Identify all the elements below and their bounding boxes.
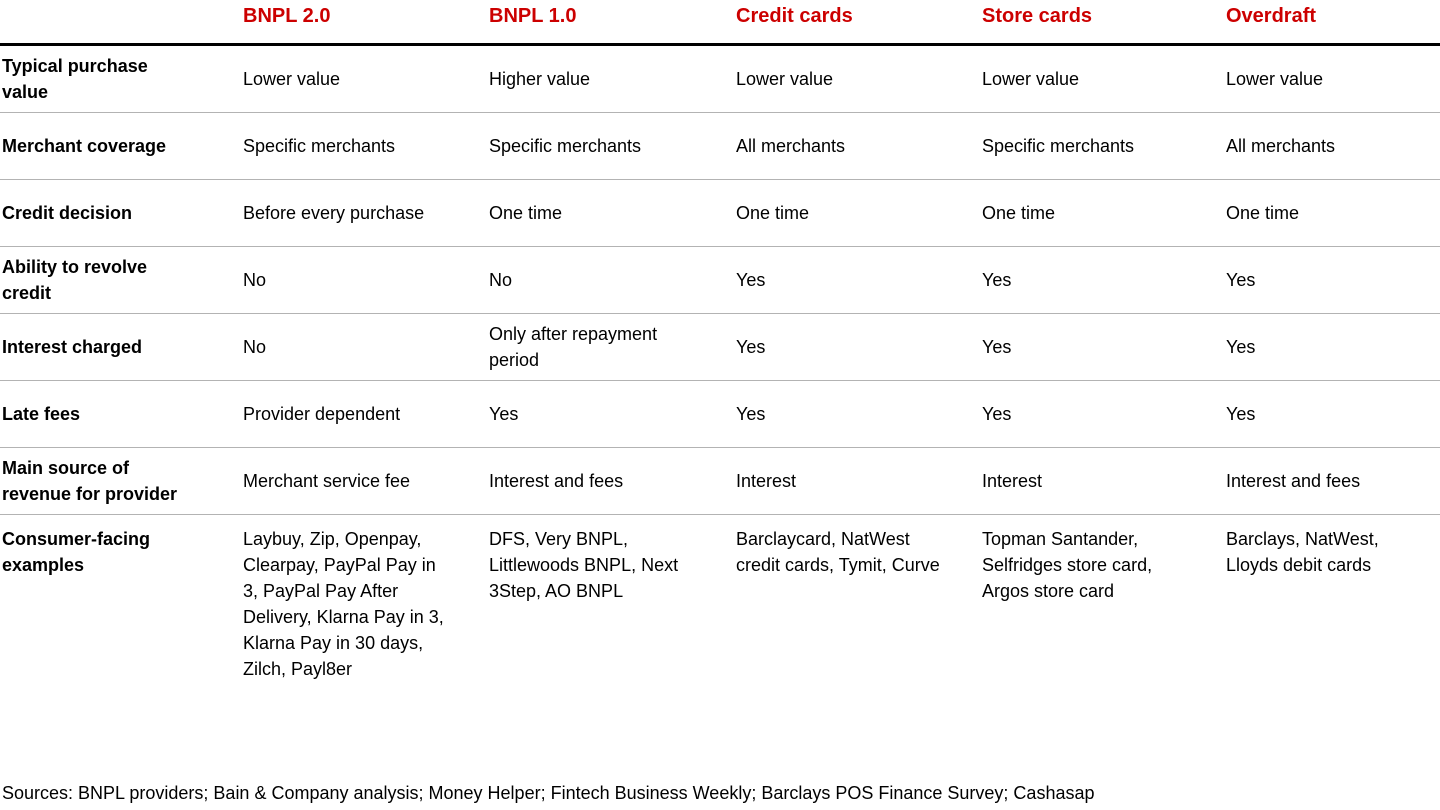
table-row-ability-to-revolve-credit: Ability to revolve credit No No Yes Yes …: [0, 246, 1440, 314]
table-row-late-fees: Late fees Provider dependent Yes Yes Yes…: [0, 380, 1440, 448]
cell: Specific merchants: [243, 112, 489, 180]
table-row-interest-charged: Interest charged No Only after repayment…: [0, 313, 1440, 381]
cell: Yes: [736, 313, 982, 381]
table-header-row: BNPL 2.0 BNPL 1.0 Credit cards Store car…: [0, 0, 1440, 46]
column-header-overdraft: Overdraft: [1226, 0, 1440, 46]
cell: Yes: [982, 380, 1226, 448]
cell: Interest: [982, 447, 1226, 515]
cell: One time: [736, 179, 982, 247]
cell: Interest and fees: [489, 447, 736, 515]
cell: Yes: [982, 246, 1226, 314]
cell: One time: [489, 179, 736, 247]
cell: Yes: [1226, 380, 1440, 448]
sources-line: Sources: BNPL providers; Bain & Company …: [2, 783, 1095, 803]
column-header-store-cards: Store cards: [982, 0, 1226, 46]
cell: Higher value: [489, 44, 736, 113]
row-label: Interest charged: [0, 313, 243, 381]
row-label: Merchant coverage: [0, 112, 243, 180]
column-header-credit-cards: Credit cards: [736, 0, 982, 46]
cell: Barclays, NatWest, Lloyds debit cards: [1226, 529, 1379, 575]
cell: Only after repayment period: [489, 313, 736, 381]
row-label: Consumer-facing examples: [2, 529, 151, 575]
cell: Before every purchase: [243, 179, 489, 247]
cell: Yes: [1226, 313, 1440, 381]
table-row-typical-purchase-value: Typical purchase value Lower value Highe…: [0, 44, 1440, 113]
cell: Merchant service fee: [243, 447, 489, 515]
table-row-main-source-of-revenue: Main source of revenue for provider Merc…: [0, 447, 1440, 515]
cell: One time: [982, 179, 1226, 247]
cell: Yes: [1226, 246, 1440, 314]
table-row-credit-decision: Credit decision Before every purchase On…: [0, 179, 1440, 247]
cell: Yes: [736, 246, 982, 314]
cell: Laybuy, Zip, Openpay, Clearpay, PayPal P…: [243, 529, 444, 679]
cell: Lower value: [1226, 44, 1440, 113]
cell: No: [489, 246, 736, 314]
cell: Provider dependent: [243, 380, 489, 448]
cell: DFS, Very BNPL, Littlewoods BNPL, Next 3…: [489, 529, 679, 601]
row-label: Credit decision: [0, 179, 243, 247]
table-row-merchant-coverage: Merchant coverage Specific merchants Spe…: [0, 112, 1440, 180]
cell: No: [243, 313, 489, 381]
table-row-consumer-facing-examples: Consumer-facing examples Laybuy, Zip, Op…: [0, 515, 1440, 683]
cell: No: [243, 246, 489, 314]
row-label: Ability to revolve credit: [0, 246, 243, 314]
cell: Yes: [489, 380, 736, 448]
comparison-table: BNPL 2.0 BNPL 1.0 Credit cards Store car…: [0, 0, 1440, 683]
cell: Interest and fees: [1226, 447, 1440, 515]
cell: Specific merchants: [489, 112, 736, 180]
row-label: Late fees: [0, 380, 243, 448]
row-label: Main source of revenue for provider: [0, 447, 243, 515]
column-header-bnpl-1: BNPL 1.0: [489, 0, 736, 46]
column-header-bnpl-2: BNPL 2.0: [243, 0, 489, 46]
cell: Interest: [736, 447, 982, 515]
cell: One time: [1226, 179, 1440, 247]
cell: Lower value: [243, 44, 489, 113]
corner-cell: [0, 0, 243, 46]
cell: All merchants: [1226, 112, 1440, 180]
cell: All merchants: [736, 112, 982, 180]
cell: Lower value: [982, 44, 1226, 113]
row-label: Typical purchase value: [0, 44, 243, 113]
cell: Barclaycard, NatWest credit cards, Tymit…: [736, 529, 940, 575]
cell: Topman Santander, Selfridges store card,…: [982, 529, 1153, 601]
cell: Lower value: [736, 44, 982, 113]
cell: Yes: [982, 313, 1226, 381]
cell: Specific merchants: [982, 112, 1226, 180]
cell: Yes: [736, 380, 982, 448]
